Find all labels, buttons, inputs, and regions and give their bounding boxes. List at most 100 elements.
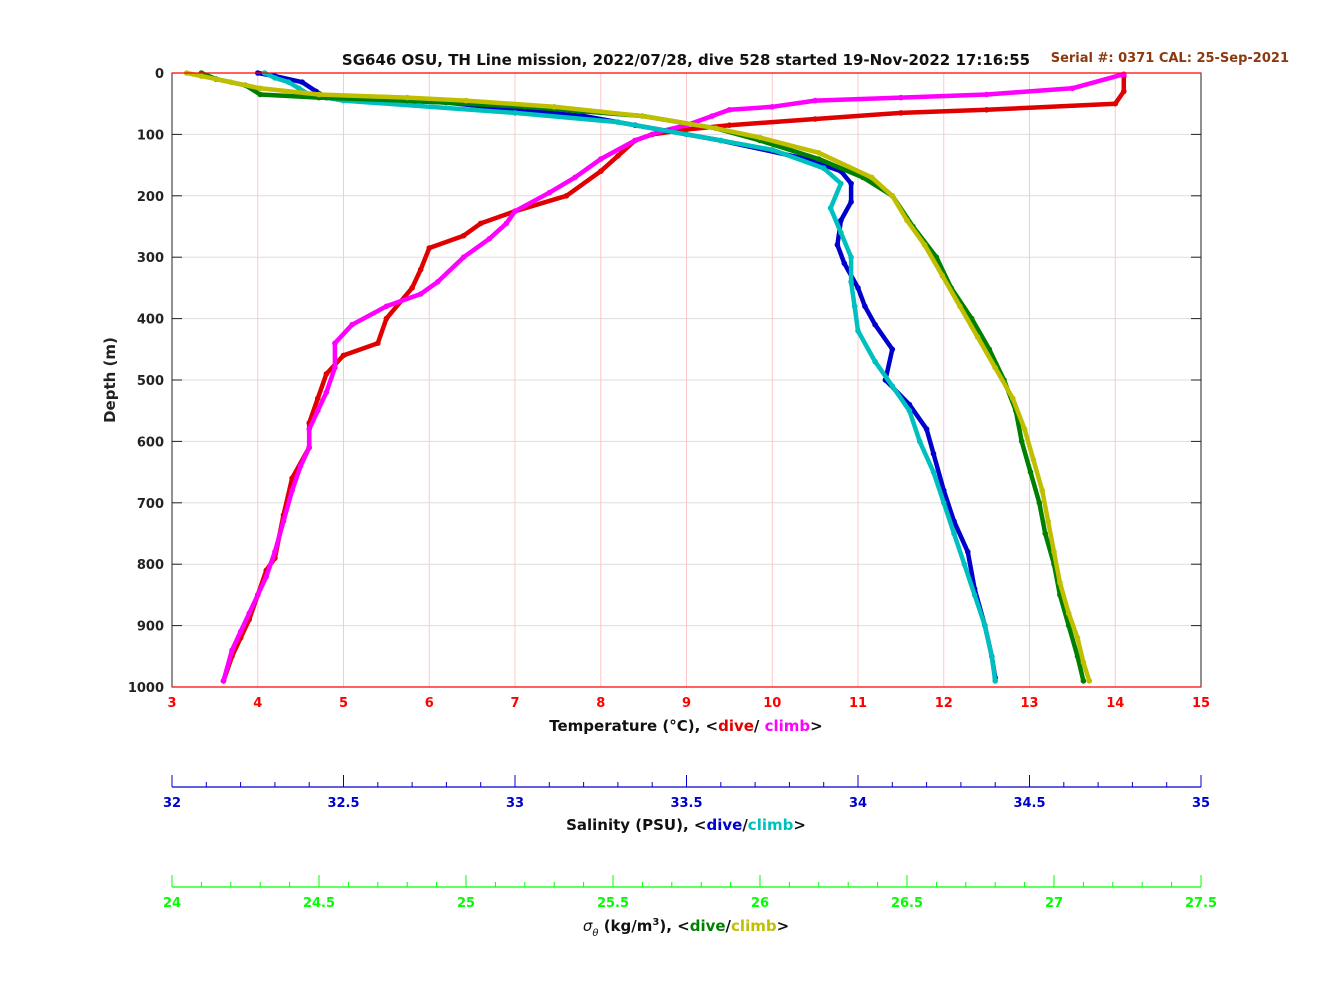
data-point <box>296 85 302 92</box>
data-point <box>812 97 818 104</box>
temp-label-dive: dive <box>718 717 754 735</box>
data-point <box>906 407 913 414</box>
sal-label-prefix: Salinity (PSU), < <box>566 816 706 834</box>
data-point <box>713 125 719 132</box>
temperature-axis-label: Temperature (°C), <dive/ climb> <box>549 717 823 735</box>
data-point <box>198 73 205 79</box>
data-point <box>417 291 424 297</box>
salinity-tick-label: 32.5 <box>327 796 359 811</box>
data-point <box>1018 438 1025 445</box>
sal-label-dive: dive <box>706 816 742 834</box>
salinity-tick-label: 33.5 <box>670 796 702 811</box>
data-point <box>939 272 946 279</box>
data-point <box>983 107 990 113</box>
serial-cal-label: Serial #: 0371 CAL: 25-Sep-2021 <box>1051 51 1289 66</box>
sal-label-suffix: > <box>793 816 806 834</box>
data-point <box>272 75 278 81</box>
y-axis-label: Depth (m) <box>101 337 119 423</box>
data-point <box>404 94 411 101</box>
data-point <box>1010 395 1016 402</box>
data-point <box>1069 85 1076 92</box>
series-temperature-dive <box>220 73 1127 684</box>
sigma-tick-label: 24 <box>163 896 181 911</box>
data-point <box>477 220 484 227</box>
sigma-symbol: σ <box>583 917 593 935</box>
data-point <box>904 217 910 224</box>
data-point <box>982 622 988 629</box>
temperature-tick-label: 12 <box>935 696 953 711</box>
data-point <box>718 137 724 144</box>
sal-label-climb: climb <box>748 816 794 834</box>
data-point <box>848 254 854 260</box>
data-point <box>1051 549 1057 555</box>
data-point <box>855 285 861 291</box>
data-point <box>971 592 978 598</box>
data-point <box>726 122 733 128</box>
depth-tick-label: 600 <box>137 435 164 450</box>
data-point <box>460 232 467 239</box>
data-series <box>183 70 1127 684</box>
depth-tick-label: 800 <box>137 558 164 573</box>
temperature-tick-label: 14 <box>1106 696 1124 711</box>
data-point <box>769 147 776 153</box>
data-point <box>1045 518 1051 524</box>
temperature-tick-label: 7 <box>510 696 519 711</box>
sig-label-sep: / <box>726 917 732 935</box>
data-point <box>237 628 244 635</box>
salinity-tick-label: 34.5 <box>1013 796 1045 811</box>
data-point <box>340 352 347 359</box>
sigma-subscript: θ <box>592 928 598 939</box>
data-point <box>769 104 776 110</box>
data-point <box>1086 678 1093 684</box>
data-point <box>512 208 518 214</box>
data-point <box>898 94 904 101</box>
temp-label-prefix: Temperature (°C), < <box>549 717 718 735</box>
data-point <box>827 205 834 211</box>
data-point <box>383 303 390 310</box>
data-point <box>848 199 854 205</box>
data-point <box>889 193 896 199</box>
data-point <box>460 254 467 260</box>
depth-tick-label: 400 <box>137 313 164 328</box>
data-point <box>1065 622 1072 629</box>
data-point <box>551 104 557 110</box>
data-point <box>1027 469 1034 475</box>
data-point <box>889 383 896 389</box>
data-point <box>848 180 854 187</box>
sig-label-units: (kg/m <box>598 917 652 935</box>
data-point <box>974 334 981 340</box>
temp-label-climb: climb <box>765 717 811 735</box>
data-point <box>1057 579 1063 586</box>
data-point <box>916 438 923 445</box>
sigma-tick-label: 27 <box>1045 896 1063 911</box>
sigma-tick-label: 27.5 <box>1185 896 1217 911</box>
data-point <box>409 285 415 291</box>
data-point <box>316 91 322 98</box>
series-line-temperature-climb <box>221 71 1127 684</box>
data-point <box>229 647 235 653</box>
data-point <box>257 91 264 98</box>
series-temperature-climb <box>220 71 1127 684</box>
data-point <box>306 426 313 432</box>
data-point <box>872 321 878 328</box>
data-point <box>992 364 998 371</box>
data-point <box>1080 659 1087 666</box>
data-point <box>683 126 690 133</box>
data-point <box>486 236 493 242</box>
chart-title: SG646 OSU, TH Line mission, 2022/07/28, … <box>342 51 1030 69</box>
data-point <box>332 340 338 347</box>
data-point <box>263 573 270 580</box>
data-point <box>615 153 621 159</box>
series-line-sigma-climb <box>184 70 1092 684</box>
data-point <box>598 156 604 162</box>
sal-label-sep: / <box>742 816 748 834</box>
data-point <box>615 119 621 125</box>
data-point <box>315 407 321 414</box>
data-point <box>709 113 715 119</box>
depth-tick-label: 900 <box>137 620 164 635</box>
depth-tick-label: 1000 <box>128 681 164 696</box>
temperature-tick-label: 6 <box>425 696 434 711</box>
data-point <box>332 364 338 371</box>
data-point <box>834 242 841 248</box>
series-salinity-climb <box>261 70 998 684</box>
